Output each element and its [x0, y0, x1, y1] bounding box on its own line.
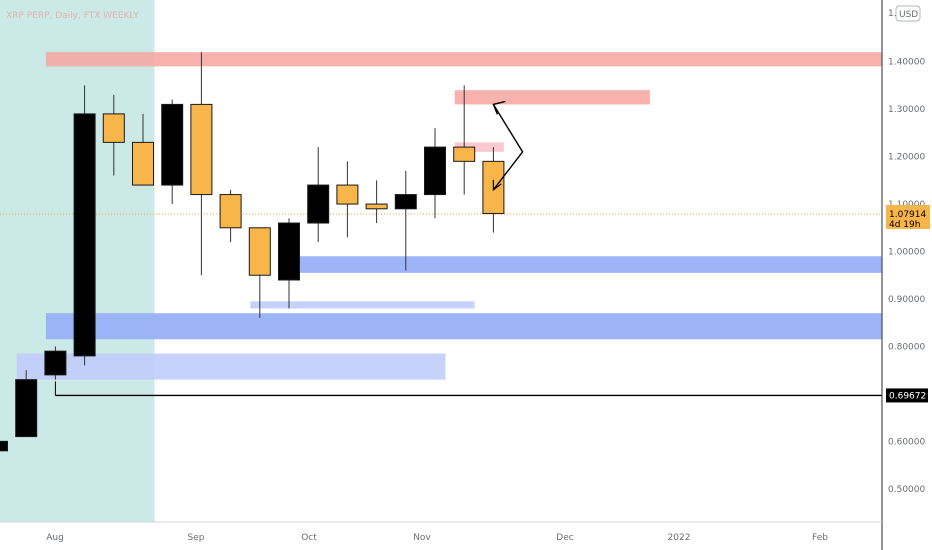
price-axis-background — [882, 0, 932, 550]
y-tick-label: 1.20000 — [888, 153, 925, 163]
horizontal-level-value: 0.69672 — [889, 391, 926, 401]
horizontal-level-label — [886, 388, 928, 403]
candle-body[interactable] — [453, 146, 476, 162]
y-tick-label: 0.80000 — [888, 342, 925, 352]
x-tick-label: Dec — [556, 533, 573, 543]
current-price-value: 1.07914 — [889, 210, 926, 220]
candle-body[interactable] — [190, 103, 213, 196]
currency-badge[interactable] — [895, 5, 921, 22]
x-tick-label: Oct — [301, 533, 317, 543]
x-tick-label: Sep — [188, 533, 205, 543]
projection-arrow-start — [492, 179, 502, 192]
x-tick-label: Nov — [413, 533, 431, 543]
candle-body[interactable] — [336, 184, 359, 205]
zone-demand — [279, 256, 882, 273]
candle-body[interactable] — [365, 203, 388, 210]
zone-supply — [45, 52, 882, 67]
candle-body[interactable] — [424, 146, 446, 196]
y-tick-label: 0.60000 — [888, 437, 925, 447]
candle-body[interactable] — [102, 113, 125, 143]
y-tick-label: 1. — [888, 9, 897, 19]
zone-demand — [45, 313, 882, 340]
candle-body[interactable] — [248, 227, 271, 276]
candle-body[interactable] — [44, 350, 67, 376]
y-tick-label: 1.30000 — [888, 105, 925, 115]
current-price-label — [886, 204, 930, 229]
zone-demand-light — [16, 353, 446, 380]
candle-body[interactable] — [219, 194, 242, 229]
candle-body[interactable] — [0, 440, 8, 452]
zone-supply-minor — [454, 142, 504, 152]
candle-body[interactable] — [161, 103, 184, 186]
y-tick-label: 0.50000 — [888, 485, 925, 495]
x-tick-label: Aug — [46, 533, 64, 543]
candle-body[interactable] — [278, 222, 300, 281]
candle-body[interactable] — [132, 141, 154, 186]
candle-body[interactable] — [73, 113, 96, 357]
symbol-watermark: XRP PERP, Daily, FTX WEEKLY — [6, 11, 139, 21]
currency-badge-text: USD — [899, 10, 918, 20]
zone-supply — [454, 90, 650, 105]
y-tick-label: 0.90000 — [888, 295, 925, 305]
current-price-countdown: 4d 19h — [889, 220, 920, 230]
candle-body[interactable] — [394, 194, 417, 210]
y-tick-label: 1.00000 — [888, 248, 925, 258]
y-tick-label: 1.40000 — [888, 58, 925, 68]
projection-arrow[interactable] — [492, 104, 524, 191]
x-tick-label: Feb — [812, 533, 828, 543]
zone-demand-light — [250, 301, 475, 309]
candle-body[interactable] — [307, 184, 330, 224]
candle-body[interactable] — [15, 379, 38, 438]
projection-arrowhead — [492, 100, 506, 115]
x-tick-label: 2022 — [668, 533, 691, 543]
